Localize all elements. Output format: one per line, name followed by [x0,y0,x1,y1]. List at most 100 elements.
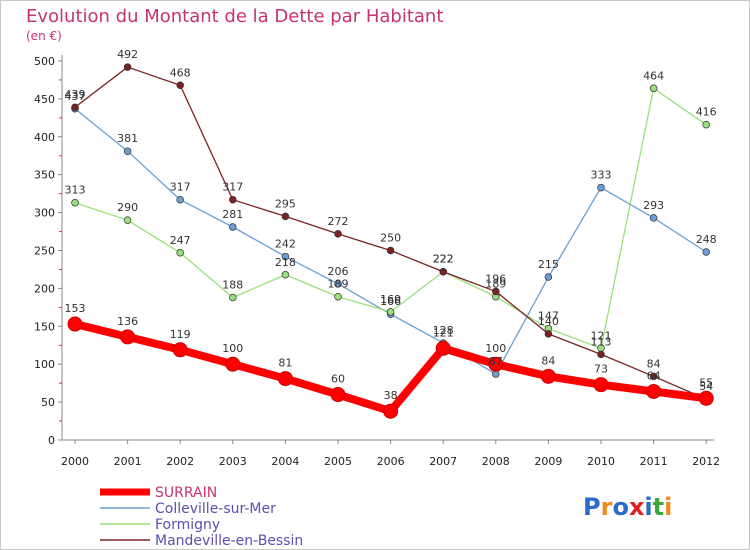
data-label-formigny: 416 [696,106,717,119]
data-label-mandeville-en-bessin: 250 [380,232,401,245]
legend-label-surrain: SURRAIN [155,485,217,501]
y-tick-label: 200 [34,282,55,295]
data-point-surrain [277,371,293,387]
data-point-colleville-sur-mer [229,223,237,231]
data-point-surrain [383,403,399,419]
data-point-colleville-sur-mer [281,252,290,261]
data-point-surrain [330,387,346,403]
data-point-mandeville-en-bessin [71,103,79,111]
x-tick-label: 2004 [271,455,299,468]
data-point-mandeville-en-bessin [229,195,237,204]
data-label-colleville-sur-mer: 215 [538,258,559,271]
data-label-surrain: 136 [117,315,138,328]
data-label-mandeville-en-bessin: 222 [433,253,454,266]
data-label-mandeville-en-bessin: 492 [117,48,138,61]
data-label-mandeville-en-bessin: 317 [222,181,243,194]
data-label-colleville-sur-mer: 437 [65,90,86,103]
y-tick-label: 50 [41,396,55,409]
data-point-mandeville-en-bessin [439,267,447,276]
data-point-formigny [386,308,395,316]
data-label-surrain: 38 [384,389,398,402]
data-label-surrain: 60 [331,373,345,386]
data-label-colleville-sur-mer: 128 [433,324,454,337]
x-tick-label: 2011 [640,455,668,468]
data-point-colleville-sur-mer [334,280,342,288]
data-point-formigny [334,292,342,301]
plot-area: 153 136 119 100 81 60 38 121 100 84 73 64 55 437 381 31… [65,48,717,419]
data-point-surrain [540,368,556,384]
data-point-formigny [176,249,184,257]
data-label-surrain: 100 [222,342,243,355]
x-tick-label: 2009 [534,455,562,468]
data-point-surrain [488,356,504,372]
data-label-mandeville-en-bessin: 272 [328,215,349,228]
data-label-mandeville-en-bessin: 84 [647,357,661,370]
y-tick-label: 450 [34,93,55,106]
data-label-colleville-sur-mer: 333 [591,169,612,182]
data-label-surrain: 153 [65,302,86,315]
data-label-formigny: 169 [380,293,401,306]
data-label-colleville-sur-mer: 166 [380,295,401,308]
y-tick-label: 150 [34,320,55,333]
x-tick-label: 2005 [324,455,352,468]
data-label-mandeville-en-bessin: 439 [65,88,86,101]
data-point-surrain [172,342,188,358]
data-label-formigny: 464 [643,69,664,82]
chart-subtitle: (en €) [26,29,62,43]
data-point-mandeville-en-bessin [386,246,395,255]
data-label-formigny: 147 [538,310,559,323]
data-point-colleville-sur-mer [597,183,605,192]
x-tick-label: 2008 [482,455,510,468]
data-point-surrain [120,329,136,345]
data-label-surrain: 84 [541,354,555,367]
x-tick-label: 2002 [166,455,194,468]
data-label-colleville-sur-mer: 87 [489,355,503,368]
data-label-mandeville-en-bessin: 196 [485,272,506,285]
x-tick-label: 2006 [377,455,405,468]
legend-label-mandeville-en-bessin: Mandeville-en-Bessin [155,533,303,549]
x-tick-label: 2001 [114,455,142,468]
data-label-formigny: 218 [275,256,296,269]
data-label-surrain: 121 [433,326,454,339]
proxiti-logo-text: Proxiti [583,493,672,521]
data-point-mandeville-en-bessin [334,230,342,238]
data-label-surrain: 55 [699,376,713,389]
data-point-formigny [123,216,132,224]
logo-letter: P [583,493,601,521]
data-point-mandeville-en-bessin [176,81,184,90]
logo-letter: i [644,493,652,521]
y-tick-label: 500 [34,55,55,68]
y-tick-label: 0 [48,434,55,447]
data-label-mandeville-en-bessin: 54 [699,380,713,393]
y-tick-label: 300 [34,207,55,220]
axes: 0 50 100 150 200 250 300 350 400 450 500 2000 2001 20… [34,55,720,468]
x-tick-label: 2010 [587,455,615,468]
data-point-surrain [67,316,83,332]
data-point-mandeville-en-bessin [492,287,500,296]
legend-label-colleville-sur-mer: Colleville-sur-Mer [155,501,276,517]
data-label-colleville-sur-mer: 281 [222,208,243,221]
logo-letter: r [601,493,613,521]
data-point-surrain [225,356,241,372]
data-point-surrain [646,383,662,399]
data-point-formigny [71,198,79,207]
logo-letter: t [653,493,664,521]
legend: SURRAINColleville-sur-MerFormignyMandevi… [100,485,303,549]
y-tick-label: 250 [34,245,55,258]
chart-title: Evolution du Montant de la Dette par Hab… [26,6,443,27]
x-tick-label: 2007 [429,455,457,468]
data-label-colleville-sur-mer: 381 [117,132,138,145]
data-point-mandeville-en-bessin [544,330,553,338]
data-label-surrain: 81 [278,357,292,370]
data-label-formigny: 189 [485,278,506,291]
data-label-formigny: 290 [117,201,138,214]
data-point-mandeville-en-bessin [597,350,605,359]
proxiti-logo: Proxiti [583,493,672,521]
data-label-formigny: 189 [328,278,349,291]
logo-letter: i [664,493,672,521]
data-label-mandeville-en-bessin: 140 [538,315,559,328]
data-point-formigny [229,293,237,302]
data-point-surrain [593,377,609,393]
data-label-colleville-sur-mer: 242 [275,238,296,251]
